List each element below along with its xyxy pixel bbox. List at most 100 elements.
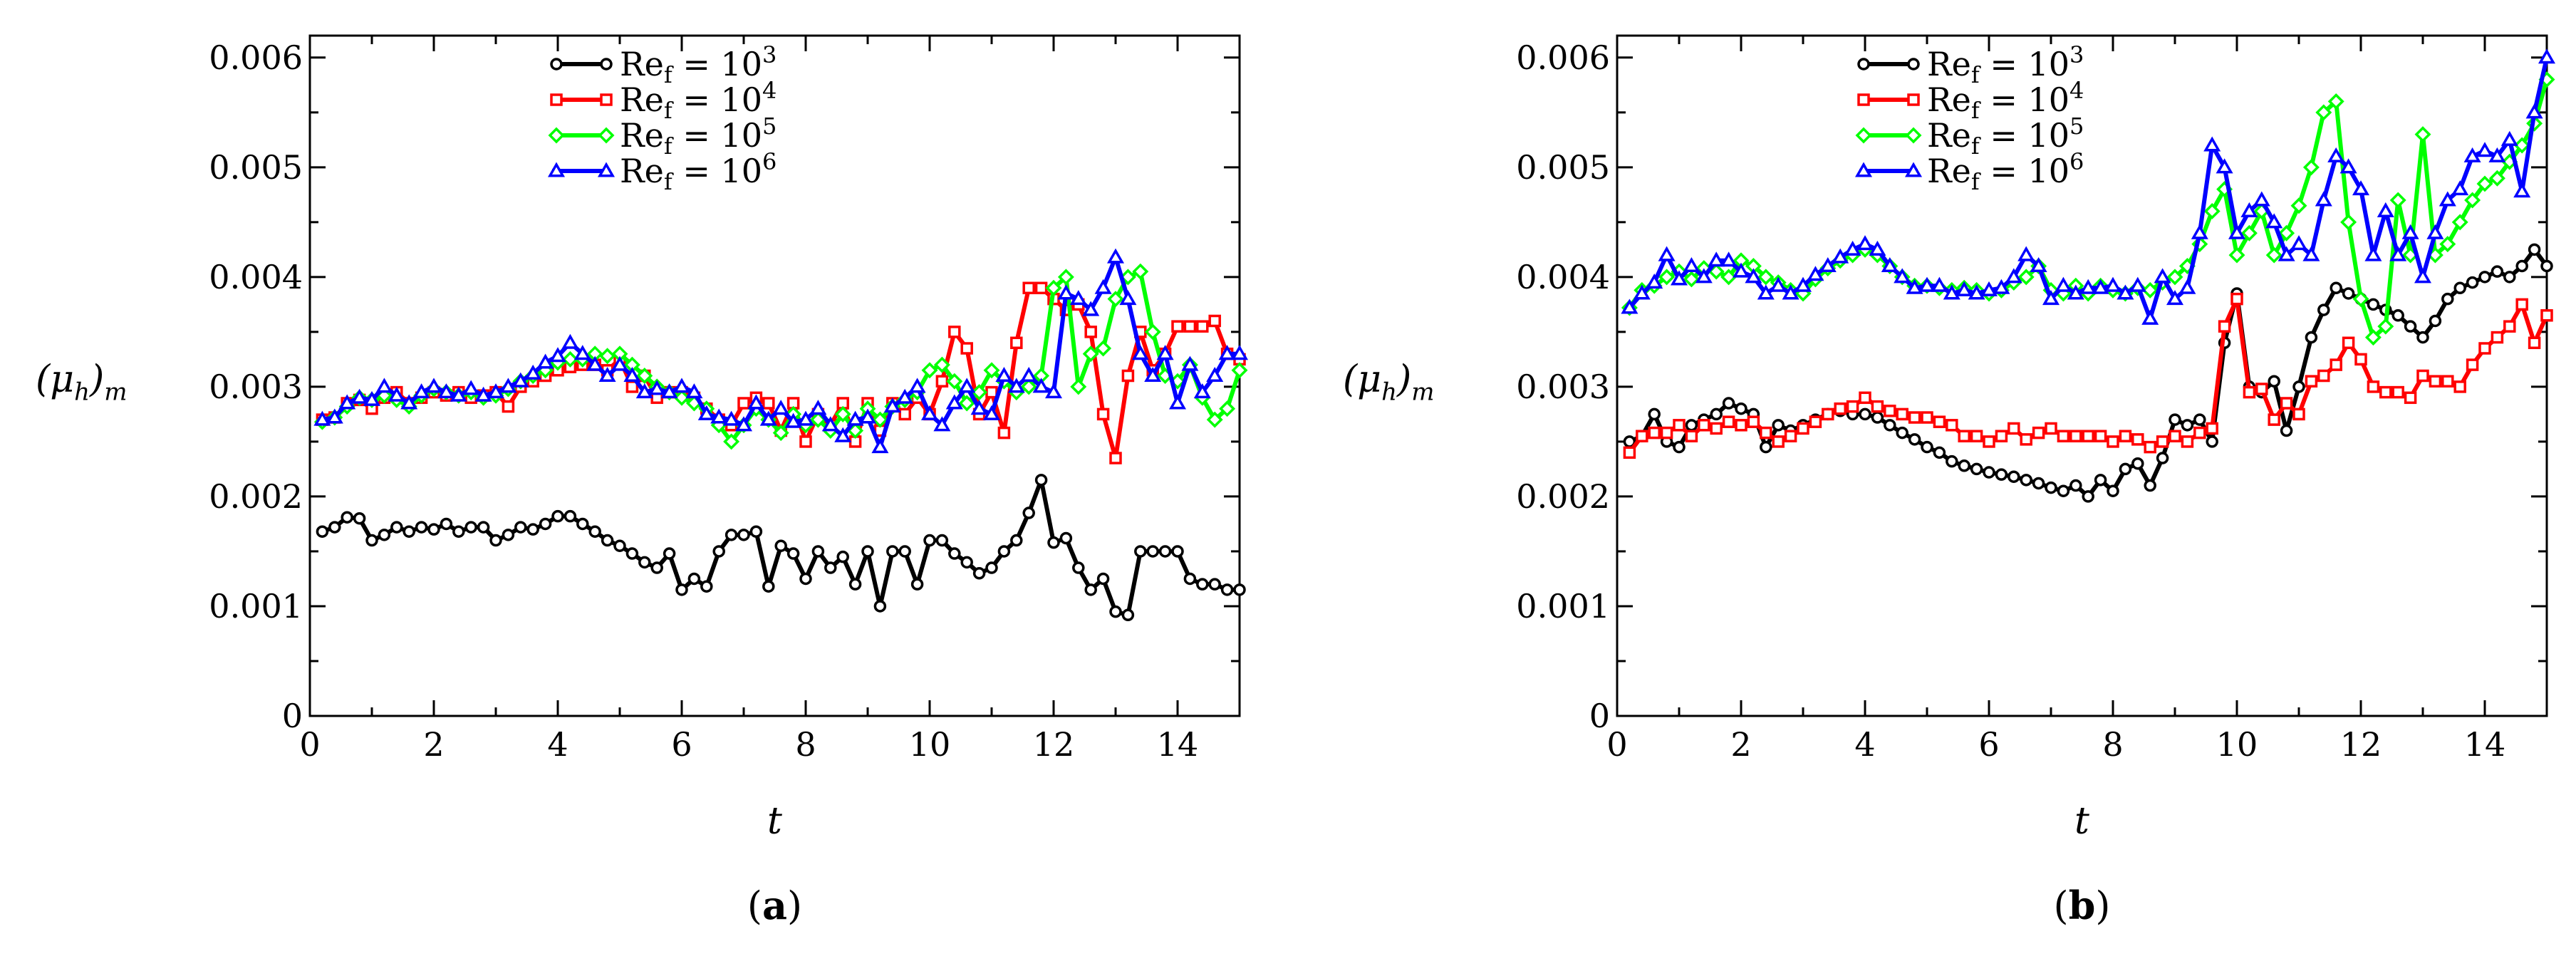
data-point — [1230, 345, 1249, 360]
data-point — [2156, 435, 2169, 448]
data-point — [908, 378, 926, 393]
data-point — [1206, 411, 1223, 428]
data-point — [2491, 265, 2504, 278]
data-point — [2441, 375, 2454, 388]
data-point — [2513, 182, 2531, 198]
x-tick-label: 8 — [2102, 725, 2123, 764]
data-point — [861, 545, 874, 558]
data-point — [2290, 197, 2307, 214]
data-point — [846, 410, 864, 426]
panel-caption: (a) — [747, 883, 802, 928]
data-point — [1735, 419, 1747, 432]
data-point — [1921, 440, 1933, 454]
data-point — [1732, 262, 1750, 278]
data-point — [1747, 415, 1760, 428]
data-point — [2045, 422, 2057, 435]
data-point — [576, 517, 589, 531]
data-point — [1695, 268, 1713, 284]
legend-label-exp: 5 — [762, 113, 777, 140]
data-point — [450, 386, 467, 402]
data-point — [474, 386, 492, 402]
legend-label: Ref = 103 — [620, 41, 777, 88]
legend-marker-end — [600, 93, 613, 106]
data-point — [971, 384, 988, 401]
data-point — [2169, 430, 2181, 442]
data-point — [2017, 269, 2035, 286]
y-tick-label: 0.001 — [1516, 587, 1610, 625]
data-point — [1884, 419, 1896, 432]
data-point — [350, 388, 368, 404]
x-tick-label: 10 — [2216, 725, 2258, 764]
data-point — [1859, 391, 1871, 405]
data-point — [437, 383, 455, 399]
data-point — [1095, 340, 1112, 357]
data-point — [1045, 279, 1062, 296]
data-point — [1710, 422, 1723, 435]
data-point — [2404, 320, 2417, 333]
data-point — [1908, 433, 1921, 446]
data-point — [2020, 474, 2032, 487]
data-point — [561, 350, 578, 368]
data-point — [2488, 147, 2506, 162]
data-point — [549, 347, 567, 363]
plot-frame — [1616, 34, 2548, 717]
data-point — [1881, 256, 1899, 272]
data-point — [2057, 430, 2070, 442]
data-point — [1156, 345, 1174, 360]
data-point — [723, 433, 740, 450]
data-point — [2339, 158, 2357, 174]
data-point — [1648, 426, 1661, 440]
data-point — [1231, 362, 1248, 379]
data-point — [1119, 290, 1137, 306]
data-point — [1034, 474, 1048, 487]
panel-a: 0 2 4 6 8 10 12 14 0 0.001 0.002 0.003 0.004 0.005 0.0… — [36, 34, 1249, 928]
data-point — [1219, 400, 1236, 417]
data-point — [1020, 366, 1038, 382]
data-point — [564, 509, 577, 523]
data-point — [1646, 274, 1663, 289]
x-tick-label: 4 — [1854, 725, 1875, 764]
data-point — [1034, 281, 1048, 295]
data-point — [1918, 276, 1936, 292]
data-point — [1220, 583, 1234, 596]
data-point — [2327, 93, 2344, 110]
data-point — [1673, 440, 1686, 454]
data-point — [737, 529, 750, 541]
data-point — [462, 380, 480, 395]
data-point — [2178, 279, 2196, 294]
data-point — [786, 547, 800, 560]
data-point — [972, 567, 986, 580]
data-point — [687, 572, 701, 586]
data-point — [2265, 246, 2282, 264]
legend-marker-start — [547, 162, 566, 177]
data-point — [2119, 430, 2132, 442]
data-point — [799, 435, 812, 448]
data-point — [809, 400, 827, 415]
data-point — [871, 411, 888, 428]
data-point — [2476, 175, 2493, 192]
data-point — [1946, 454, 1958, 468]
data-point — [784, 412, 802, 428]
data-point — [898, 407, 911, 421]
data-point — [1094, 279, 1112, 294]
caption-open: ( — [747, 883, 762, 928]
data-point — [2453, 380, 2466, 393]
data-point — [2515, 298, 2528, 311]
data-point — [1069, 290, 1087, 306]
data-point — [759, 410, 777, 426]
data-point — [933, 356, 950, 373]
data-point — [945, 394, 963, 410]
data-point — [2302, 246, 2320, 261]
data-point — [948, 547, 961, 560]
data-point — [2317, 303, 2330, 316]
data-point — [2478, 271, 2491, 284]
data-point — [1082, 301, 1100, 316]
data-point — [2540, 259, 2553, 273]
data-point — [375, 378, 393, 393]
data-point — [524, 364, 542, 380]
legend-marker-start — [1857, 93, 1870, 106]
data-point — [2367, 380, 2380, 393]
data-point — [834, 405, 851, 422]
panel-b: 0 2 4 6 8 10 12 14 0 0.001 0.002 0.003 0.004 0.005 0.0… — [1343, 34, 2556, 928]
